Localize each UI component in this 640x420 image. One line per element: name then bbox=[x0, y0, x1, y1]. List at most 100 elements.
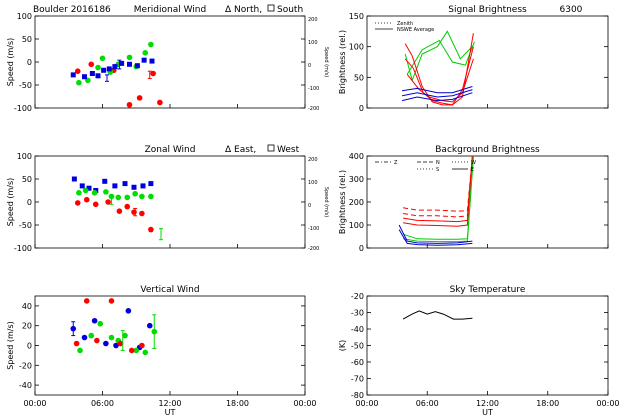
chart-5-point bbox=[77, 347, 83, 354]
chart-3-point bbox=[76, 190, 82, 196]
chart-1-frame bbox=[34, 15, 306, 109]
chart-1-point bbox=[76, 79, 82, 86]
chart-3-point bbox=[91, 190, 98, 196]
chart-5-point bbox=[97, 320, 104, 327]
chart-3-point bbox=[86, 185, 92, 191]
chart-5-point bbox=[81, 334, 88, 341]
chart-5-point bbox=[113, 342, 119, 349]
chart-3-point bbox=[105, 199, 111, 205]
chart-6-xtick-label: 06:00 bbox=[416, 399, 439, 408]
chart-2-ytick-label: 100 bbox=[349, 43, 364, 52]
chart-2-series-line bbox=[402, 86, 473, 94]
chart-5-point bbox=[94, 337, 100, 344]
chart-1-point bbox=[112, 64, 118, 70]
chart-3-ytick-label: 50 bbox=[22, 175, 32, 184]
chart-5-ytick-label: -40 bbox=[19, 381, 32, 390]
chart-3-point bbox=[102, 178, 108, 184]
chart-1-legend-square-icon bbox=[267, 4, 275, 12]
chart-1-point bbox=[136, 95, 143, 101]
chart-1-right-ylabel: Speed (m/s) bbox=[323, 47, 329, 77]
chart-1-point bbox=[88, 61, 95, 68]
chart-1-ytick-label: 100 bbox=[17, 12, 32, 21]
chart-3-ylabel: Speed (m/s) bbox=[6, 178, 15, 227]
chart-5-ytick-label: 0 bbox=[27, 342, 32, 351]
chart-6-ytick-label: -60 bbox=[351, 358, 364, 367]
chart-3-ytick-label: -100 bbox=[14, 244, 32, 253]
chart-3-right-tick-label: 200 bbox=[308, 157, 318, 163]
chart-1-right-tick-label: -100 bbox=[308, 86, 319, 92]
chart-4-legend-label: S bbox=[436, 167, 439, 173]
chart-4-series-line bbox=[398, 229, 473, 246]
chart-1-legend-north-east: Δ North, bbox=[225, 5, 262, 15]
chart-5-ytick-label: 40 bbox=[22, 302, 32, 311]
chart-5-point bbox=[88, 332, 95, 339]
chart-4-series-line bbox=[398, 224, 473, 244]
chart-3-point bbox=[112, 183, 118, 189]
chart-5-point bbox=[91, 317, 98, 324]
chart-2-wavelength-label: 6300 bbox=[560, 5, 583, 15]
chart-5-xtick-label: 18:00 bbox=[226, 399, 249, 408]
chart-3-right-tick-label: -100 bbox=[308, 226, 319, 232]
chart-1-legend-south-west: South bbox=[277, 5, 303, 15]
chart-3-point bbox=[139, 210, 145, 217]
chart-3-point bbox=[124, 194, 131, 201]
chart-4-legend-label: W bbox=[471, 160, 476, 166]
chart-2-series-line bbox=[402, 89, 473, 98]
chart-3-ytick-label: 100 bbox=[17, 152, 32, 161]
chart-1-point bbox=[127, 61, 132, 67]
chart-3-point bbox=[131, 184, 137, 190]
chart-1-point bbox=[148, 41, 154, 48]
chart-4-series-line bbox=[403, 155, 473, 227]
chart-4-legend-label: E bbox=[471, 167, 474, 173]
chart-2-ytick-label: 150 bbox=[349, 12, 364, 21]
chart-4-series-line bbox=[403, 155, 474, 243]
chart-3-legend-square-icon bbox=[267, 144, 275, 152]
chart-4-ylabel: Brightness (rel.) bbox=[338, 170, 347, 234]
chart-3-point bbox=[74, 200, 81, 206]
chart-1-right-tick-label: 200 bbox=[308, 17, 318, 23]
chart-5-point bbox=[125, 308, 132, 314]
chart-3-right-tick-label: -200 bbox=[308, 246, 319, 252]
chart-2-series-line bbox=[401, 92, 473, 102]
chart-1-point bbox=[95, 73, 101, 79]
chart-1-point bbox=[74, 68, 81, 74]
chart-1-point bbox=[126, 101, 133, 108]
chart-3-point bbox=[124, 203, 131, 210]
chart-1-point bbox=[134, 63, 140, 69]
chart-3-point bbox=[103, 189, 109, 195]
chart-5-ytick-label: -20 bbox=[19, 361, 32, 370]
chart-5-point bbox=[142, 349, 149, 356]
chart-4-ytick-label: 400 bbox=[349, 152, 364, 161]
chart-6-ytick-label: -30 bbox=[351, 309, 364, 318]
chart-6-xtick-label: 12:00 bbox=[476, 399, 499, 408]
chart-3-point bbox=[82, 187, 89, 194]
chart-2-title: Signal Brightness bbox=[448, 5, 527, 15]
chart-5-point bbox=[128, 347, 135, 354]
chart-6-xtick-label: 00:00 bbox=[596, 399, 619, 408]
chart-6-frame bbox=[366, 295, 609, 396]
chart-6-ytick-label: -40 bbox=[351, 325, 364, 334]
chart-5-xtick-label: 00:00 bbox=[23, 399, 46, 408]
chart-4-ytick-label: 0 bbox=[359, 244, 364, 253]
chart-5-point bbox=[108, 334, 115, 341]
chart-3-point bbox=[71, 176, 77, 182]
chart-3-right-tick-label: 100 bbox=[308, 180, 318, 186]
chart-1-ylabel: Speed (m/s) bbox=[6, 38, 15, 87]
chart-5-point bbox=[146, 322, 153, 329]
chart-1-point bbox=[82, 74, 87, 80]
chart-4-legend-label: N bbox=[436, 160, 440, 166]
chart-3-point bbox=[148, 193, 154, 200]
chart-1-ytick-label: 0 bbox=[27, 58, 32, 67]
chart-5-point bbox=[117, 340, 124, 347]
chart-5-point bbox=[122, 332, 128, 339]
chart-1-right-tick-label: 100 bbox=[308, 40, 318, 46]
chart-2-series-line bbox=[404, 33, 474, 106]
chart-3-title: Zonal Wind bbox=[145, 145, 196, 155]
chart-1-point bbox=[99, 55, 106, 62]
chart-1-point bbox=[106, 66, 112, 72]
chart-6-xtick-label: 18:00 bbox=[536, 399, 559, 408]
chart-2-ytick-label: 0 bbox=[359, 104, 364, 113]
chart-1-right-tick-label: 0 bbox=[308, 63, 311, 69]
chart-4-ytick-label: 300 bbox=[349, 175, 364, 184]
